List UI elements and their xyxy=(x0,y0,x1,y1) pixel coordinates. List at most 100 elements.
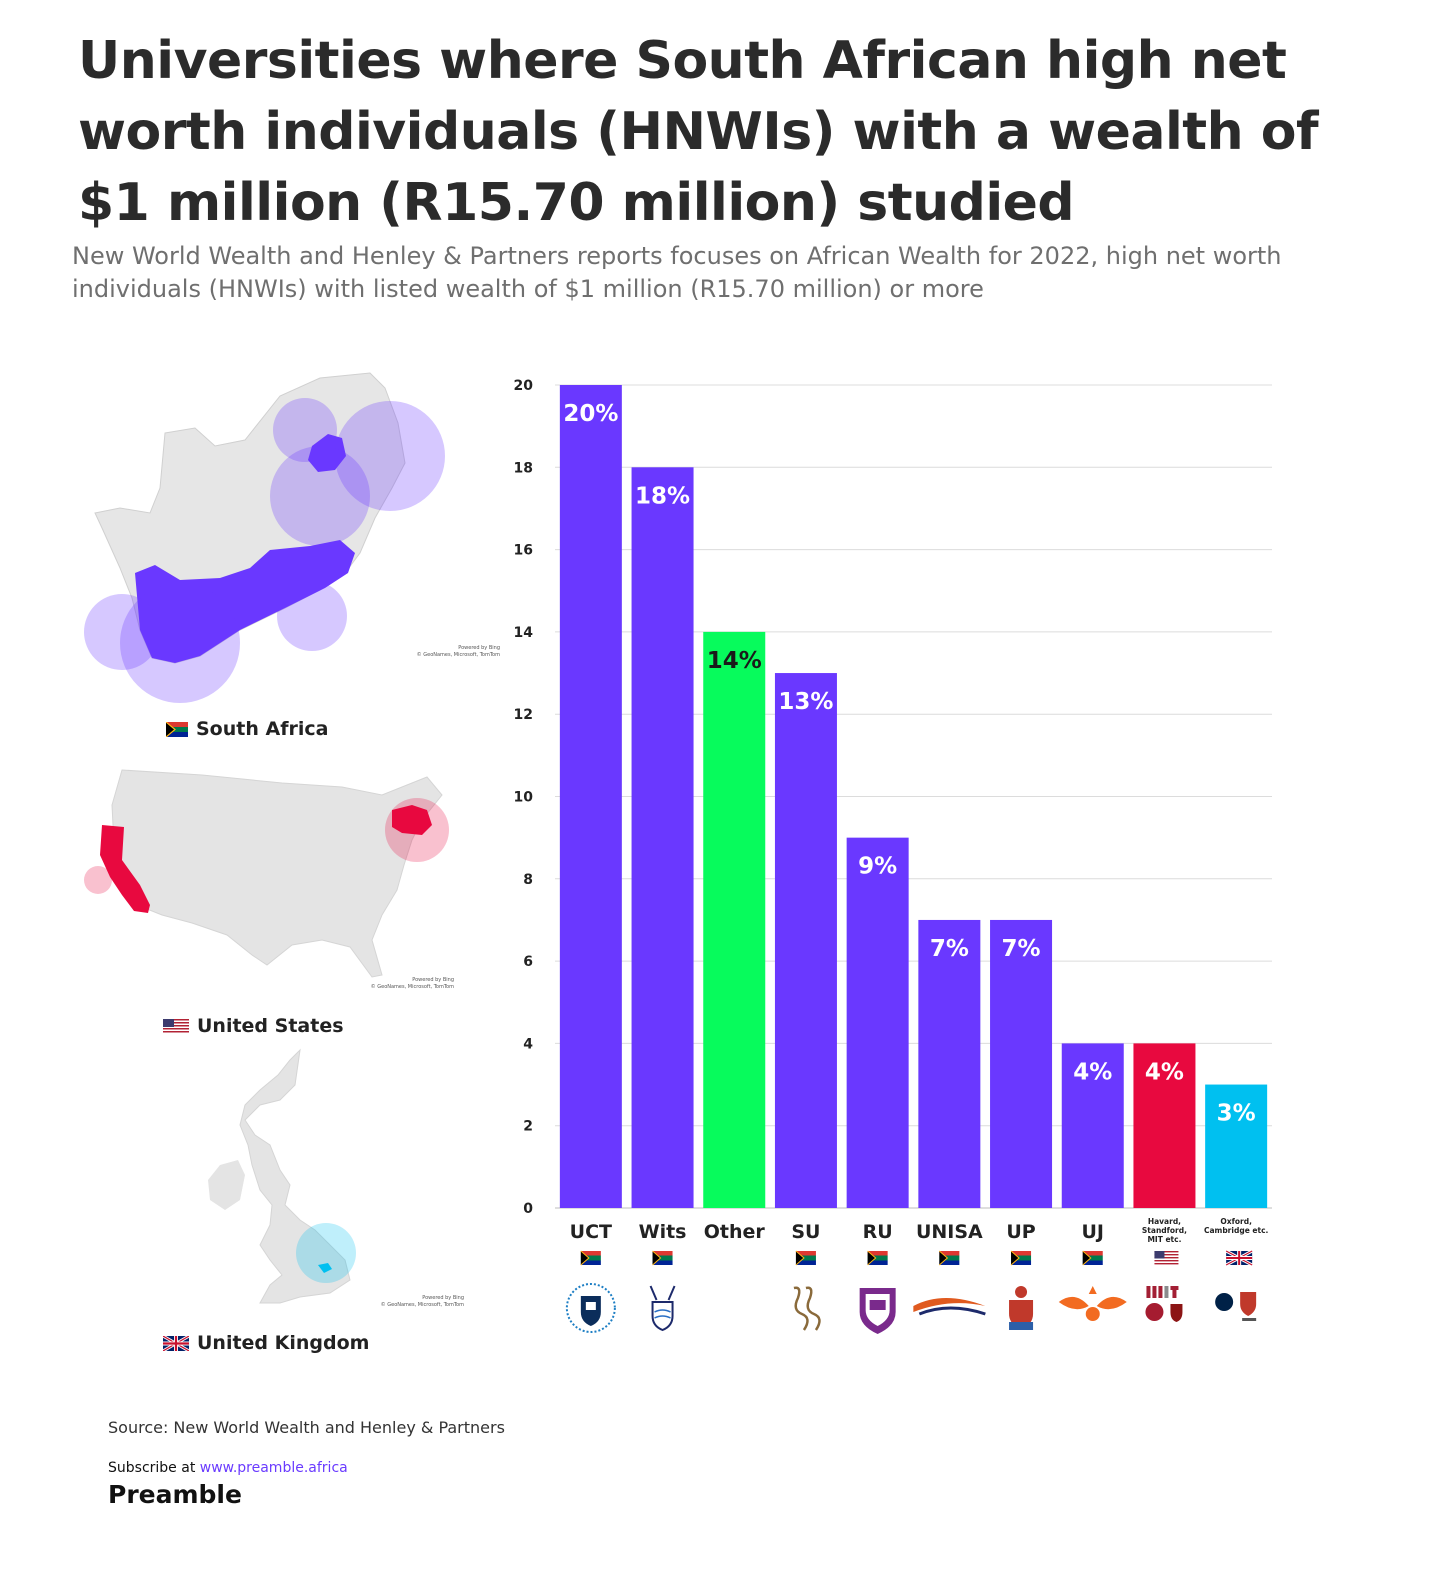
logo-part xyxy=(1158,1286,1163,1298)
uk-flag-icon xyxy=(1225,1249,1253,1267)
us-credit-line1: Powered by Bing xyxy=(412,977,454,983)
za-flag-icon xyxy=(580,1250,601,1266)
category-label: Other xyxy=(704,1221,766,1243)
flag-part xyxy=(580,1255,601,1261)
bar xyxy=(1061,1043,1124,1208)
us-flag-icon xyxy=(1154,1251,1179,1265)
flag-part xyxy=(580,1250,590,1266)
bar-chart: 0 2 4 6 8 10 12 14 16 18 20 20% 18% 14% 13% 9% 7% 7% 4% 4%… xyxy=(514,378,1272,1334)
flag-part xyxy=(795,1260,816,1265)
flag-part xyxy=(1154,1260,1179,1262)
uk-bubble-london xyxy=(296,1223,356,1283)
us-credit-line2: © GeoNames, Microsoft, TomTom xyxy=(370,984,454,990)
logo-part xyxy=(1215,1293,1234,1311)
uk-map-credit: Powered by Bing © GeoNames, Microsoft, T… xyxy=(344,1295,464,1309)
flag-part xyxy=(1226,1251,1253,1265)
category-label-line: MIT etc. xyxy=(1147,1235,1181,1244)
bar-value-labels: 20% 18% 14% 13% 9% 7% 7% 4% 4% 3% xyxy=(563,401,1255,1127)
brand-name: Preamble xyxy=(108,1480,242,1509)
bar-value-label: 7% xyxy=(930,936,969,962)
bar xyxy=(846,837,909,1208)
category-label-line: Standford, xyxy=(1142,1226,1187,1235)
category-labels: UCT Wits Other SU RU UNISA UP UJ Havard, Standfor… xyxy=(570,1217,1269,1244)
flag-part xyxy=(580,1251,601,1256)
za-flag-icon xyxy=(1082,1250,1103,1266)
y-axis-ticks: 0 2 4 6 8 10 12 14 16 18 20 xyxy=(514,378,534,1217)
category-label: UP xyxy=(1006,1221,1035,1243)
subscribe-link[interactable]: www.preamble.africa xyxy=(199,1460,348,1476)
sa-bubble-1 xyxy=(273,398,337,462)
flag-part xyxy=(867,1251,876,1265)
category-label: UJ xyxy=(1082,1221,1105,1243)
mit-harvard-stanford-logos-icon xyxy=(1145,1286,1183,1322)
flag-part xyxy=(1082,1251,1103,1256)
sa-label-text: South Africa xyxy=(196,718,329,740)
bars-layer xyxy=(559,385,1268,1208)
category-label: UNISA xyxy=(916,1221,983,1243)
sa-bubble-2 xyxy=(335,401,445,511)
flag-part xyxy=(939,1260,960,1265)
flag-part xyxy=(867,1255,888,1261)
flag-part xyxy=(1154,1251,1165,1259)
flag-part xyxy=(1011,1260,1032,1265)
logo-part xyxy=(585,1302,596,1310)
logo-part xyxy=(565,1283,616,1333)
up-crest-icon xyxy=(1009,1286,1034,1330)
logo-part xyxy=(1152,1286,1157,1298)
za-flag-icon xyxy=(867,1250,888,1266)
sa-gauteng-shape xyxy=(308,434,346,472)
logo-part xyxy=(1170,1304,1183,1322)
sa-map-credit: Powered by Bing © GeoNames, Microsoft, T… xyxy=(380,645,500,659)
bar-value-label: 20% xyxy=(563,401,618,427)
logo-part xyxy=(580,1296,601,1326)
us-bubble-ca xyxy=(84,866,112,894)
flag-part xyxy=(939,1255,960,1261)
za-flag-icon xyxy=(166,721,188,737)
uk-label-text: United Kingdom xyxy=(197,1332,370,1354)
flag-part xyxy=(1154,1254,1179,1256)
flag-part xyxy=(1082,1250,1092,1266)
sa-credit-line2: © GeoNames, Microsoft, TomTom xyxy=(416,652,500,658)
flag-part xyxy=(867,1250,877,1266)
oxford-cambridge-logos-icon xyxy=(1215,1292,1257,1321)
flag-part xyxy=(580,1260,601,1265)
subscribe-prefix: Subscribe at xyxy=(108,1460,200,1476)
sa-map-label: South Africa xyxy=(166,718,328,740)
logo-part xyxy=(1058,1296,1127,1310)
uk-country-shape xyxy=(239,1048,351,1304)
united-kingdom-map xyxy=(208,1048,356,1304)
logo-part xyxy=(654,1309,671,1319)
logo-part xyxy=(869,1300,886,1310)
flag-part xyxy=(939,1251,960,1256)
flag-part xyxy=(652,1255,673,1261)
flag-part xyxy=(1010,1250,1020,1266)
uct-crest-icon xyxy=(565,1283,616,1333)
bar xyxy=(1133,1043,1196,1208)
south-africa-map xyxy=(84,372,445,703)
flag-part xyxy=(1154,1263,1179,1265)
za-flag-icon xyxy=(652,1250,673,1266)
flag-part xyxy=(652,1260,673,1265)
y-tick-label: 8 xyxy=(523,872,533,888)
y-tick-label: 12 xyxy=(514,707,533,723)
category-label-line: Oxford, xyxy=(1220,1217,1252,1226)
flag-part xyxy=(1154,1257,1179,1259)
y-tick-label: 16 xyxy=(514,543,533,559)
bar xyxy=(990,919,1053,1208)
category-flags xyxy=(580,1249,1253,1267)
bar-value-label: 3% xyxy=(1217,1101,1256,1127)
logo-part xyxy=(1164,1286,1169,1298)
su-logo-icon xyxy=(793,1286,821,1331)
us-california-shape xyxy=(100,825,150,913)
sa-credit-line1: Powered by Bing xyxy=(458,645,500,651)
chart-title: Universities where South African high ne… xyxy=(78,31,1319,233)
uk-london-shape xyxy=(318,1263,332,1273)
category-label: SU xyxy=(791,1221,820,1243)
logo-part xyxy=(1172,1286,1177,1298)
za-flag-icon xyxy=(939,1250,960,1266)
logo-part xyxy=(793,1286,821,1331)
logo-part xyxy=(1085,1307,1100,1321)
uk-credit-line1: Powered by Bing xyxy=(422,1295,464,1301)
logo-part xyxy=(1015,1286,1028,1298)
logo-part xyxy=(1240,1292,1257,1316)
